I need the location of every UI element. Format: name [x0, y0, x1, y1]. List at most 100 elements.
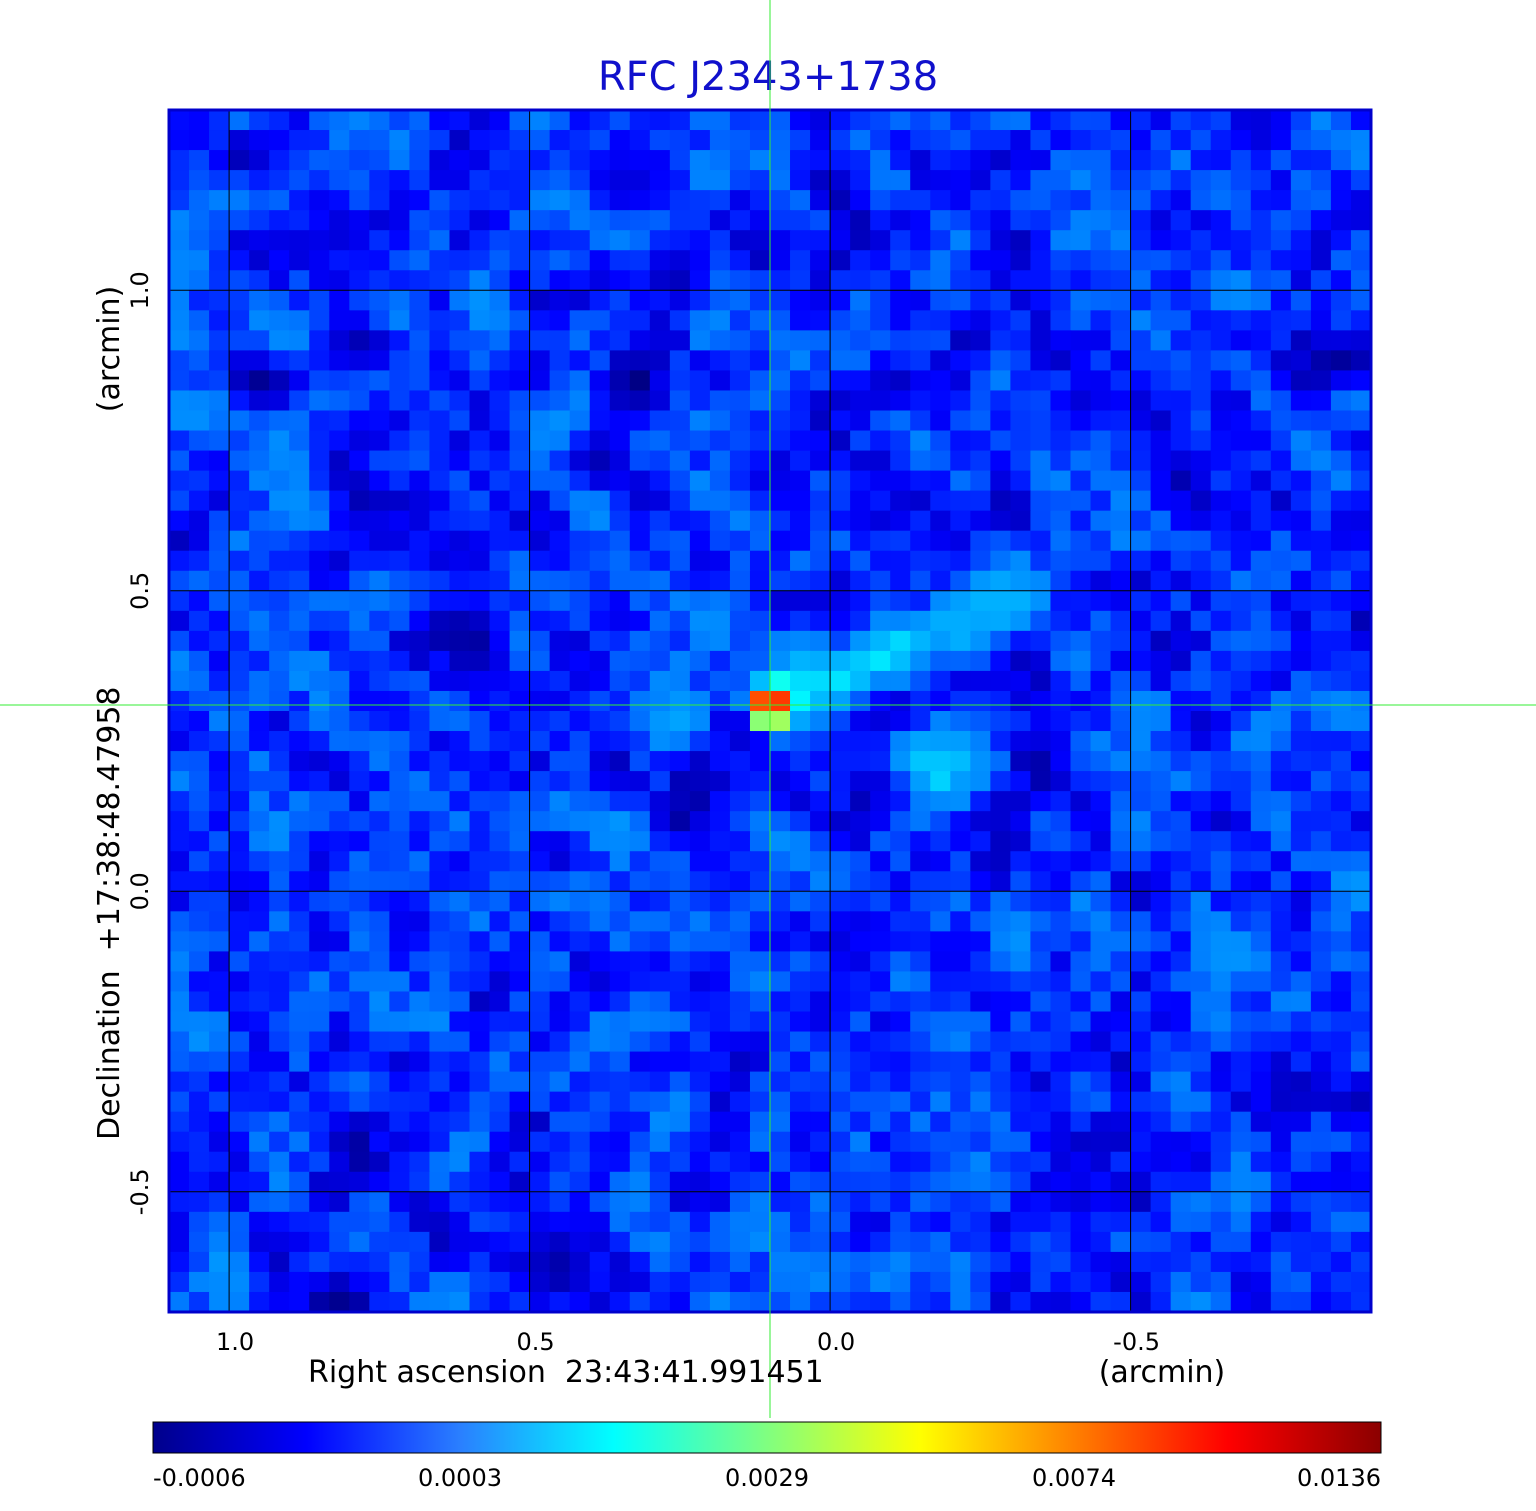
heatmap-cell	[1250, 951, 1272, 973]
heatmap-cell	[709, 891, 731, 912]
heatmap-cell	[609, 290, 631, 311]
heatmap-cell	[1070, 1111, 1092, 1133]
chart-title: RFC J2343+1738	[598, 54, 938, 100]
heatmap-cell	[189, 1151, 210, 1173]
heatmap-cell	[1070, 250, 1092, 271]
heatmap-cell	[349, 1071, 370, 1093]
heatmap-cell	[1150, 110, 1172, 131]
heatmap-cell	[749, 550, 771, 572]
heatmap-cell	[509, 310, 531, 331]
heatmap-cell	[549, 190, 571, 211]
heatmap-cell	[489, 711, 511, 732]
heatmap-cell	[910, 811, 931, 832]
heatmap-cell	[1230, 1051, 1252, 1073]
heatmap-cell	[469, 1191, 491, 1213]
heatmap-cell	[1210, 711, 1232, 732]
heatmap-cell	[289, 1251, 310, 1273]
heatmap-cell	[589, 190, 611, 211]
heatmap-cell	[890, 330, 911, 351]
heatmap-cell	[1090, 390, 1112, 412]
heatmap-cell	[289, 390, 310, 412]
heatmap-cell	[609, 690, 631, 712]
heatmap-cell	[549, 650, 571, 672]
heatmap-cell	[369, 230, 390, 251]
heatmap-cell	[709, 1211, 731, 1233]
heatmap-cell	[1270, 1111, 1292, 1133]
heatmap-cell	[1230, 570, 1252, 592]
heatmap-cell	[309, 550, 330, 572]
heatmap-cell	[1010, 410, 1032, 432]
heatmap-cell	[309, 1031, 330, 1053]
heatmap-cell	[990, 310, 1011, 331]
heatmap-cell	[489, 150, 511, 171]
heatmap-cell	[489, 250, 511, 271]
heatmap-cell	[770, 590, 791, 612]
heatmap-cell	[709, 831, 731, 852]
heatmap-cell	[369, 670, 390, 692]
heatmap-cell	[709, 270, 731, 291]
heatmap-cell	[269, 1251, 290, 1273]
heatmap-cell	[409, 630, 431, 652]
heatmap-cell	[1230, 310, 1252, 331]
heatmap-cell	[489, 1291, 511, 1312]
heatmap-cell	[489, 590, 511, 612]
heatmap-cell	[629, 831, 651, 852]
heatmap-cell	[1170, 971, 1192, 993]
heatmap-cell	[609, 1091, 631, 1113]
heatmap-cell	[1210, 610, 1232, 632]
heatmap-cell	[649, 991, 671, 1013]
heatmap-cell	[970, 670, 991, 692]
heatmap-cell	[1250, 831, 1272, 852]
heatmap-cell	[689, 1111, 711, 1133]
heatmap-cell	[1250, 630, 1272, 652]
heatmap-cell	[1090, 1131, 1112, 1153]
heatmap-cell	[1290, 1131, 1312, 1153]
heatmap-cell	[369, 1171, 390, 1193]
heatmap-cell	[529, 690, 551, 712]
heatmap-cell	[289, 310, 310, 331]
heatmap-cell	[890, 1031, 911, 1053]
heatmap-cell	[770, 570, 791, 592]
heatmap-cell	[669, 1251, 691, 1273]
heatmap-cell	[669, 791, 691, 812]
heatmap-cell	[429, 350, 451, 372]
heatmap-cell	[209, 1091, 230, 1113]
heatmap-cell	[209, 570, 230, 592]
heatmap-cell	[369, 1151, 390, 1173]
heatmap-cell	[469, 410, 491, 432]
heatmap-cell	[669, 1271, 691, 1293]
heatmap-image	[169, 110, 1371, 1312]
heatmap-cell	[1210, 791, 1232, 812]
heatmap-cell	[349, 310, 370, 331]
heatmap-cell	[249, 931, 270, 952]
heatmap-cell	[1030, 1211, 1052, 1233]
heatmap-cell	[1070, 670, 1092, 692]
heatmap-cell	[629, 1151, 651, 1173]
heatmap-cell	[609, 390, 631, 412]
heatmap-cell	[1130, 1151, 1152, 1173]
heatmap-cell	[409, 670, 431, 692]
heatmap-cell	[790, 1291, 811, 1312]
heatmap-cell	[990, 1251, 1011, 1273]
heatmap-cell	[369, 590, 390, 612]
heatmap-cell	[1010, 1111, 1032, 1133]
heatmap-cell	[389, 610, 410, 632]
heatmap-cell	[1090, 690, 1112, 712]
heatmap-cell	[890, 1111, 911, 1133]
heatmap-cell	[569, 711, 591, 732]
heatmap-cell	[1350, 911, 1371, 932]
heatmap-cell	[790, 851, 811, 872]
heatmap-cell	[649, 851, 671, 872]
heatmap-cell	[389, 530, 410, 552]
heatmap-cell	[609, 350, 631, 372]
heatmap-cell	[569, 350, 591, 372]
heatmap-cell	[1190, 851, 1212, 872]
heatmap-cell	[1350, 230, 1371, 251]
heatmap-cell	[469, 931, 491, 952]
heatmap-cell	[749, 190, 771, 211]
heatmap-cell	[1230, 1011, 1252, 1033]
heatmap-cell	[910, 751, 931, 772]
heatmap-cell	[890, 430, 911, 452]
heatmap-cell	[409, 891, 431, 912]
heatmap-cell	[369, 250, 390, 271]
